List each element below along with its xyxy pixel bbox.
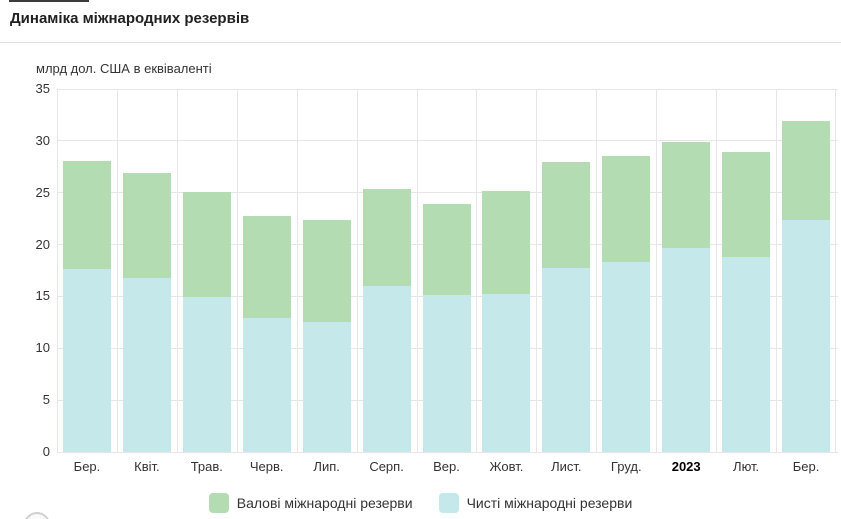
bar-Лют-11 bbox=[722, 89, 771, 452]
bar-Жовт-7 bbox=[482, 89, 531, 452]
gridline-x-11 bbox=[716, 89, 718, 452]
gridline-x-13 bbox=[835, 89, 836, 452]
y-axis-tick-labels: 0 5 10 15 20 25 30 35 bbox=[0, 81, 50, 459]
gridline-x-8 bbox=[536, 89, 538, 452]
legend-item-gross-reserves[interactable]: Валові міжнародні резерви bbox=[208, 493, 413, 513]
x-tick-label-7: Жовт. bbox=[489, 459, 524, 474]
gridline-x-10 bbox=[656, 89, 658, 452]
gridline-x-3 bbox=[236, 89, 238, 452]
y-tick-label-25: 25 bbox=[35, 184, 50, 200]
bar-segment-gross[interactable] bbox=[242, 215, 291, 319]
x-tick-label-11: Лют. bbox=[733, 459, 760, 474]
gridline-y-0 bbox=[57, 451, 838, 453]
floating-button-partial[interactable] bbox=[24, 512, 50, 519]
bar-segment-gross[interactable] bbox=[542, 161, 591, 269]
bar-segment-net[interactable] bbox=[782, 219, 831, 452]
chart-plot-area bbox=[57, 88, 838, 453]
x-tick-label-8: Лист. bbox=[551, 459, 582, 474]
bar-segment-gross[interactable] bbox=[362, 188, 411, 287]
bar-segment-net[interactable] bbox=[542, 268, 591, 452]
gridline-x-2 bbox=[176, 89, 178, 452]
legend-swatch-gross-icon bbox=[208, 493, 229, 513]
bar-2023-10 bbox=[662, 89, 711, 452]
y-tick-label-35: 35 bbox=[35, 81, 50, 96]
bar-segment-net[interactable] bbox=[122, 277, 171, 452]
bar-segment-gross[interactable] bbox=[62, 160, 111, 270]
gridline-y-30 bbox=[57, 140, 838, 142]
bar-Черв-3 bbox=[242, 89, 291, 452]
title-divider bbox=[0, 42, 841, 43]
bar-Груд-9 bbox=[602, 89, 651, 452]
top-edge-artifact bbox=[9, 0, 89, 2]
bar-Бер-0 bbox=[62, 89, 111, 452]
bar-segment-net[interactable] bbox=[242, 318, 291, 452]
bar-segment-net[interactable] bbox=[662, 247, 711, 452]
y-tick-label-10: 10 bbox=[35, 340, 50, 356]
bar-Лист-8 bbox=[542, 89, 591, 452]
gridline-x-9 bbox=[596, 89, 598, 452]
bar-segment-net[interactable] bbox=[62, 269, 111, 452]
bar-segment-gross[interactable] bbox=[662, 141, 711, 248]
gridline-x-7 bbox=[476, 89, 478, 452]
bar-segment-gross[interactable] bbox=[122, 173, 171, 278]
y-tick-label-30: 30 bbox=[35, 132, 50, 148]
bar-segment-net[interactable] bbox=[302, 322, 351, 452]
y-tick-label-0: 0 bbox=[42, 444, 50, 459]
chart-legend: Валові міжнародні резерви Чисті міжнарод… bbox=[0, 493, 841, 513]
x-tick-label-12: Бер. bbox=[792, 459, 820, 474]
x-tick-label-3: Черв. bbox=[249, 459, 284, 474]
bar-Лип-4 bbox=[302, 89, 351, 452]
x-tick-label-2: Трав. bbox=[190, 459, 223, 474]
bar-Трав-2 bbox=[182, 89, 231, 452]
x-tick-label-9: Груд. bbox=[610, 459, 642, 474]
bar-segment-net[interactable] bbox=[182, 297, 231, 452]
bar-segment-gross[interactable] bbox=[182, 191, 231, 298]
x-tick-label-5: Серп. bbox=[369, 459, 404, 474]
y-axis-title: млрд дол. США в еквіваленті bbox=[36, 61, 212, 76]
gridline-x-0 bbox=[57, 89, 58, 452]
bar-segment-net[interactable] bbox=[482, 294, 531, 452]
y-tick-label-5: 5 bbox=[42, 392, 50, 408]
x-axis-tick-labels: Бер. Квіт. Трав. Черв. Лип. Серп. Вер. Жовт. Лис… bbox=[57, 459, 836, 477]
bar-segment-net[interactable] bbox=[362, 286, 411, 452]
legend-item-net-reserves[interactable]: Чисті міжнародні резерви bbox=[438, 493, 633, 513]
gridline-x-1 bbox=[116, 89, 118, 452]
bar-segment-net[interactable] bbox=[602, 262, 651, 452]
bar-segment-gross[interactable] bbox=[422, 204, 471, 296]
gridline-y-35 bbox=[57, 88, 838, 90]
x-tick-label-0: Бер. bbox=[73, 459, 101, 474]
gridline-x-5 bbox=[356, 89, 358, 452]
x-tick-label-1: Квіт. bbox=[134, 459, 160, 474]
y-tick-label-20: 20 bbox=[35, 236, 50, 252]
legend-label-net: Чисті міжнародні резерви bbox=[466, 495, 633, 511]
bar-segment-gross[interactable] bbox=[302, 219, 351, 323]
legend-label-gross: Валові міжнародні резерви bbox=[236, 495, 413, 511]
gridline-y-25 bbox=[57, 192, 838, 194]
bar-segment-net[interactable] bbox=[422, 295, 471, 452]
bar-Бер-12 bbox=[782, 89, 831, 452]
bar-segment-gross[interactable] bbox=[482, 190, 531, 295]
gridline-x-12 bbox=[776, 89, 778, 452]
x-tick-label-6: Вер. bbox=[433, 459, 460, 474]
bar-segment-gross[interactable] bbox=[602, 156, 651, 263]
gridline-x-6 bbox=[416, 89, 418, 452]
gridline-x-4 bbox=[296, 89, 298, 452]
bar-segment-gross[interactable] bbox=[722, 152, 771, 258]
bar-Вер-6 bbox=[422, 89, 471, 452]
bar-Серп-5 bbox=[362, 89, 411, 452]
chart-title: Динаміка міжнародних резервів bbox=[10, 10, 250, 27]
legend-swatch-net-icon bbox=[438, 493, 459, 513]
x-tick-label-4: Лип. bbox=[313, 459, 340, 474]
bar-Квіт-1 bbox=[122, 89, 171, 452]
x-tick-label-10: 2023 bbox=[671, 459, 701, 474]
bar-segment-gross[interactable] bbox=[782, 121, 831, 220]
bar-segment-net[interactable] bbox=[722, 257, 771, 452]
y-tick-label-15: 15 bbox=[35, 288, 50, 304]
